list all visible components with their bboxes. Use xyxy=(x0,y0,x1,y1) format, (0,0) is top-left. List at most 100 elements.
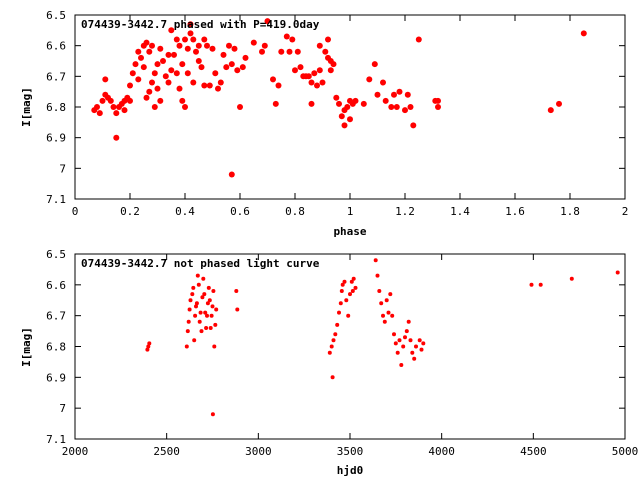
data-point xyxy=(259,48,265,55)
x-tick-label: 0.6 xyxy=(230,205,250,218)
data-point xyxy=(388,104,395,110)
data-point xyxy=(127,97,133,104)
data-point xyxy=(382,97,389,104)
data-point xyxy=(195,42,202,49)
data-point xyxy=(327,67,334,74)
data-point xyxy=(201,82,208,89)
data-point xyxy=(386,310,391,315)
data-point xyxy=(292,67,298,74)
data-point xyxy=(192,338,197,343)
data-point xyxy=(198,64,205,71)
data-point xyxy=(407,104,414,110)
data-point xyxy=(199,329,204,334)
data-point xyxy=(335,322,340,327)
data-point xyxy=(121,107,128,114)
data-point xyxy=(209,313,214,318)
data-point xyxy=(135,48,142,55)
data-point xyxy=(190,292,195,297)
data-point xyxy=(330,61,337,68)
data-point xyxy=(149,42,155,49)
data-point xyxy=(403,335,407,340)
data-point xyxy=(210,412,215,417)
data-point xyxy=(127,82,133,89)
data-point xyxy=(220,51,227,58)
data-point xyxy=(351,276,356,281)
data-point xyxy=(348,292,352,297)
data-point xyxy=(99,97,106,104)
data-point xyxy=(143,39,150,46)
data-point xyxy=(176,42,183,49)
data-point xyxy=(339,289,344,293)
data-point xyxy=(204,326,209,330)
data-point xyxy=(140,64,147,71)
data-point xyxy=(187,307,192,312)
data-point xyxy=(435,104,441,110)
data-point xyxy=(205,301,210,306)
data-point xyxy=(205,313,209,318)
data-point xyxy=(580,30,587,37)
data-point xyxy=(390,313,395,318)
y-tick-label: 6.9 xyxy=(46,371,66,384)
data-point xyxy=(377,289,382,293)
x-axis-label: hjd0 xyxy=(337,464,364,477)
y-tick-label: 6.6 xyxy=(46,40,66,53)
data-point xyxy=(337,310,341,315)
data-point xyxy=(193,48,199,55)
data-point xyxy=(96,110,103,117)
data-point xyxy=(547,107,554,114)
data-point xyxy=(182,104,188,110)
data-point xyxy=(239,64,246,71)
y-tick-label: 6.7 xyxy=(46,310,66,323)
data-point xyxy=(231,45,238,52)
data-point xyxy=(373,258,378,263)
data-point xyxy=(350,289,355,293)
data-point xyxy=(146,88,153,95)
data-point xyxy=(129,70,136,77)
data-point xyxy=(132,61,139,68)
data-point xyxy=(374,91,381,98)
data-point xyxy=(615,270,620,275)
data-point xyxy=(213,322,218,327)
data-point xyxy=(353,285,358,290)
data-point xyxy=(168,27,175,34)
x-tick-label: 0.4 xyxy=(175,205,195,218)
data-point xyxy=(190,79,197,86)
data-point xyxy=(203,310,208,315)
y-tick-label: 7.1 xyxy=(46,193,66,206)
data-point xyxy=(421,341,426,346)
data-point xyxy=(94,104,100,110)
data-point xyxy=(188,298,193,303)
data-point xyxy=(186,319,191,324)
data-point xyxy=(179,97,186,104)
data-point xyxy=(194,301,199,306)
data-point xyxy=(171,51,177,58)
data-point xyxy=(333,94,340,101)
x-tick-label: 3500 xyxy=(337,445,364,458)
data-point xyxy=(194,304,198,309)
data-point xyxy=(392,332,396,337)
unphased-light-curve-chart: 2000 2500 3000 3500 4000 4500 5000 6.5 6.6 6.7 6.8… xyxy=(20,248,638,477)
data-point xyxy=(113,110,120,117)
data-point xyxy=(342,279,347,284)
data-point xyxy=(165,79,172,86)
data-point xyxy=(314,82,320,89)
data-point xyxy=(250,39,257,46)
y-tick-label: 6.9 xyxy=(46,132,66,145)
data-point xyxy=(228,61,235,68)
data-point xyxy=(201,36,208,43)
data-point xyxy=(402,107,408,114)
data-point xyxy=(338,301,343,306)
data-point xyxy=(401,344,406,349)
data-point xyxy=(102,76,109,83)
data-point xyxy=(331,338,336,343)
data-point xyxy=(197,319,202,324)
data-point xyxy=(415,36,422,43)
data-point xyxy=(375,273,380,278)
data-point xyxy=(333,332,338,337)
data-point xyxy=(410,122,417,129)
data-point xyxy=(179,61,186,68)
data-point xyxy=(297,64,304,71)
data-point xyxy=(327,350,332,355)
data-point xyxy=(408,338,413,343)
